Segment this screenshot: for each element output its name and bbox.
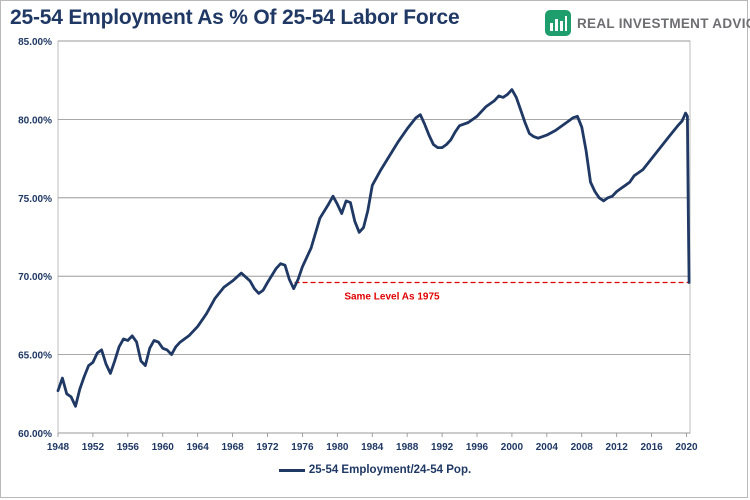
x-tick-label: 2020 (675, 442, 698, 453)
legend-swatch (278, 468, 305, 472)
y-tick-label: 65.00% (18, 351, 52, 362)
annotation-label: Same Level As 1975 (344, 291, 440, 302)
x-tick-label: 1948 (47, 442, 70, 453)
x-tick-label: 1968 (221, 442, 244, 453)
chart-title: 25-54 Employment As % Of 25-54 Labor For… (10, 6, 460, 29)
x-tick-label: 1972 (256, 442, 279, 453)
x-tick-label: 1984 (361, 442, 384, 453)
x-tick-label: 1952 (82, 442, 105, 453)
y-tick-label: 80.00% (18, 115, 52, 126)
x-tick-label: 2016 (640, 442, 663, 453)
x-tick-label: 2012 (606, 442, 629, 453)
x-tick-label: 2008 (571, 442, 594, 453)
x-tick-label: 1964 (187, 442, 210, 453)
x-tick-label: 2004 (536, 442, 559, 453)
brand: REAL INVESTMENT ADVICE (545, 10, 750, 36)
plot-area (57, 40, 691, 434)
y-tick-label: 85.00% (18, 37, 52, 48)
legend: 25-54 Employment/24-54 Pop. (0, 464, 750, 476)
legend-label: 25-54 Employment/24-54 Pop. (308, 464, 472, 476)
x-tick-label: 1980 (326, 442, 349, 453)
x-tick-label: 1988 (396, 442, 419, 453)
x-tick-label: 1976 (291, 442, 314, 453)
x-tick-label: 1960 (152, 442, 175, 453)
x-tick-label: 1956 (117, 442, 140, 453)
y-tick-label: 75.00% (18, 194, 52, 205)
x-tick-label: 2000 (501, 442, 524, 453)
bar-chart-logo-icon (545, 10, 571, 36)
brand-name: REAL INVESTMENT ADVICE (577, 15, 750, 31)
y-tick-label: 60.00% (18, 429, 52, 440)
series-line (56, 88, 691, 408)
x-tick-label: 1996 (466, 442, 489, 453)
y-tick-label: 70.00% (18, 272, 52, 283)
x-tick-label: 1992 (431, 442, 454, 453)
